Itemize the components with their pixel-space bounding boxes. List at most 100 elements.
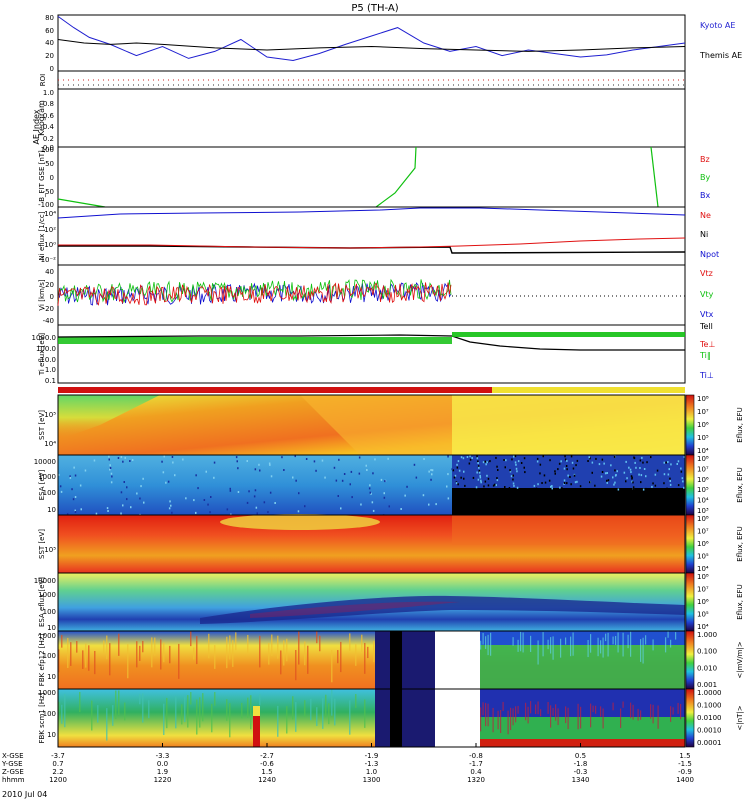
esa-e-speckle <box>680 467 682 470</box>
fbk-stripe <box>58 649 60 673</box>
esa-e-speckle <box>254 468 257 471</box>
fbk-stripe <box>136 641 138 668</box>
esa-e-speckle <box>110 481 113 484</box>
fbk-stripe <box>537 701 539 715</box>
ae-legend-themis: Themis AE <box>699 51 742 60</box>
ae-ytick-40: 40 <box>45 39 54 47</box>
fbk-stripe <box>630 631 632 657</box>
keogram-ylabel: Keogram <box>37 100 46 136</box>
esa-e-speckle <box>523 466 525 469</box>
ti-ytick: 100.0 <box>36 345 56 353</box>
esa-e-speckle <box>185 497 187 500</box>
esa-e-speckle <box>384 480 386 483</box>
esa-e-speckle <box>358 456 361 459</box>
fbk-stripe <box>667 631 669 638</box>
fbk-stripe <box>615 636 617 645</box>
fbk-stripe <box>640 639 642 662</box>
esa-e-speckle <box>638 473 640 476</box>
esa-e-speckle <box>423 458 425 460</box>
esa-e-speckle <box>358 472 361 475</box>
fbk-stripe <box>124 702 126 721</box>
esa-e-speckle <box>614 469 616 472</box>
esa-e-speckle <box>341 479 344 482</box>
esa-e-speckle <box>197 487 199 490</box>
fbk-stripe <box>367 646 369 659</box>
keogram-panel: Keogram 1.0 0.8 0.6 0.4 0.2 0.0 <box>37 88 686 152</box>
fbk-stripe <box>319 635 321 652</box>
esa-e-speckle <box>497 469 499 471</box>
fbk-stripe <box>79 691 81 713</box>
esa-e-speckle <box>503 459 505 461</box>
esa-e-speckle <box>476 471 478 474</box>
esa-e-speckle <box>639 459 642 462</box>
esa-e-speckle <box>58 473 60 476</box>
fbk-stripe <box>490 632 492 656</box>
fbk-stripe <box>637 708 639 721</box>
fbk-stripe <box>497 710 499 730</box>
fbk-stripe <box>232 640 234 667</box>
esa-e-speckle <box>124 456 126 459</box>
esa-e-speckle <box>496 477 498 480</box>
fbk-stripe <box>567 707 569 730</box>
esa-e-speckle <box>487 477 490 480</box>
vi-ytick: 0 <box>50 293 54 301</box>
esa-e-speckle <box>80 508 82 511</box>
fbk-stripe <box>517 639 519 652</box>
esa-e-speckle <box>463 470 465 473</box>
fbk-stripe <box>627 634 629 649</box>
fbk-stripe <box>349 633 351 651</box>
esa-e-speckle <box>478 471 481 474</box>
colorbar-tick-label: 10⁵ <box>697 486 709 494</box>
esa-e-speckle <box>131 459 134 461</box>
fbk-stripe <box>512 637 514 646</box>
esa-e-speckle <box>554 470 556 473</box>
tell-line <box>57 334 685 351</box>
colorbar-tick-label: 10⁴ <box>697 623 709 631</box>
vi-legend-vtz: Vtz <box>700 269 713 278</box>
esa-e-speckle <box>263 501 266 504</box>
esa-e-speckle <box>513 484 515 487</box>
fbk-e-ytick: 100 <box>43 652 56 660</box>
esa-e-speckle <box>246 460 248 462</box>
esa-e-speckle <box>541 482 543 484</box>
fbk-stripe <box>552 636 554 660</box>
esa-e-speckle <box>594 484 596 487</box>
esa-e-speckle <box>632 481 634 484</box>
ne-line <box>57 207 686 219</box>
ni-legend-ni: Ni <box>700 230 708 239</box>
fbk-stripe <box>331 650 333 683</box>
fbk-stripe <box>520 631 522 652</box>
esa-e-speckle <box>479 476 482 479</box>
esa-e-speckle <box>269 491 272 494</box>
bfit-legend-by: By <box>700 173 710 182</box>
esa-e-speckle <box>456 488 459 491</box>
esa-e-speckle <box>654 473 657 476</box>
esa-e-speckle <box>446 485 448 488</box>
fbk-stripe <box>160 639 162 670</box>
ti-ytick: 10.0 <box>40 356 56 364</box>
esa-e-speckle <box>477 460 479 463</box>
fbk-stripe <box>142 640 144 653</box>
esa-i-panel: ESA eflux [eV] 10000 1000 100 10 <box>34 572 686 632</box>
fbk-stripe <box>355 694 357 708</box>
esa-e-speckle <box>315 469 317 472</box>
esa-e-speckle <box>654 484 657 487</box>
esa-e-speckle <box>292 476 294 479</box>
esa-e-speckle <box>462 457 465 460</box>
colorbar-labels: 10⁸ 10⁷ 10⁶ 10⁵ 10⁴ Eflux, EFU 10⁸ 10⁷ 10⁶ 10⁵ 10⁴… <box>697 395 744 747</box>
fbk-stripe <box>106 635 108 660</box>
esa-e-speckle <box>633 456 635 459</box>
ae-ytick-60: 60 <box>45 27 54 35</box>
fbk-e-ylabel: FBK efp12 [Hz] <box>38 634 46 687</box>
x-ephemeris-value: 1200 <box>49 776 67 784</box>
fbk-stripe <box>607 632 609 657</box>
colorbar-tick-label: 0.0100 <box>697 714 722 722</box>
esa-e-speckle <box>172 461 174 464</box>
bfit-panel: B_FIT GSE [nT] 100 50 0 -50 -100 Bz By B… <box>38 146 710 209</box>
fbk-stripe <box>109 643 111 676</box>
fbk-stripe <box>670 706 672 722</box>
esa-e-speckle <box>551 485 553 487</box>
bfit-ytick: 50 <box>45 160 54 168</box>
esa-e-speckle <box>617 488 620 491</box>
esa-e-speckle <box>111 475 113 478</box>
